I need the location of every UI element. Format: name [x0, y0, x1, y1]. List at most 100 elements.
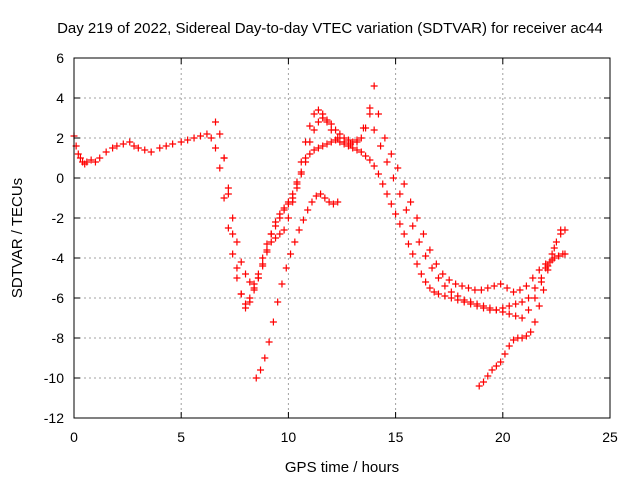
data-point: [439, 270, 447, 278]
data-point: [535, 266, 543, 274]
data-point: [246, 278, 254, 286]
data-point: [259, 254, 267, 262]
data-point: [102, 148, 110, 156]
data-point: [263, 240, 271, 248]
data-point: [284, 214, 292, 222]
data-point: [242, 270, 250, 278]
data-point: [310, 146, 318, 154]
data-point: [220, 194, 228, 202]
data-point: [76, 154, 84, 162]
y-tick-label: -4: [52, 250, 65, 266]
data-point: [432, 260, 440, 268]
data-point: [83, 158, 91, 166]
y-tick-label: 6: [56, 50, 64, 66]
data-point: [366, 156, 374, 164]
data-point: [525, 294, 533, 302]
data-point: [269, 318, 277, 326]
data-point: [387, 200, 395, 208]
data-point: [295, 226, 303, 234]
series-trace-e: [475, 226, 569, 390]
data-point: [91, 158, 99, 166]
data-point: [212, 118, 220, 126]
data-point: [400, 230, 408, 238]
x-axis-label: GPS time / hours: [285, 459, 399, 476]
series-trace-c: [220, 110, 565, 322]
data-point: [336, 130, 344, 138]
data-point: [381, 134, 389, 142]
data-point: [503, 284, 511, 292]
data-point: [263, 246, 271, 254]
data-point: [492, 306, 500, 314]
data-point: [441, 282, 449, 290]
series-trace-b: [212, 82, 569, 312]
y-tick-label: -12: [44, 410, 64, 426]
data-point: [387, 150, 395, 158]
data-point: [224, 190, 232, 198]
data-point: [510, 288, 518, 296]
data-point: [426, 284, 434, 292]
data-point: [544, 266, 552, 274]
data-point: [323, 140, 331, 148]
data-point: [548, 256, 556, 264]
data-point: [392, 210, 400, 218]
x-tick-label: 25: [602, 429, 618, 445]
data-point: [250, 280, 258, 288]
data-point: [306, 150, 314, 158]
data-point: [254, 274, 262, 282]
data-point: [370, 82, 378, 90]
data-point: [280, 226, 288, 234]
data-point: [156, 144, 164, 152]
data-point: [147, 148, 155, 156]
data-point: [267, 230, 275, 238]
x-tick-label: 20: [495, 429, 511, 445]
data-point: [289, 194, 297, 202]
data-point: [497, 358, 505, 366]
data-point: [257, 366, 265, 374]
data-point: [190, 134, 198, 142]
data-point: [314, 106, 322, 114]
data-point: [329, 200, 337, 208]
data-point: [362, 124, 370, 132]
y-tick-label: -2: [52, 210, 65, 226]
data-point: [306, 138, 314, 146]
data-point: [284, 200, 292, 208]
data-point: [242, 304, 250, 312]
data-point: [383, 190, 391, 198]
data-point: [561, 250, 569, 258]
data-point: [299, 216, 307, 224]
data-point: [510, 336, 518, 344]
data-point: [237, 258, 245, 266]
data-point: [480, 378, 488, 386]
data-point: [362, 152, 370, 160]
data-point: [169, 140, 177, 148]
data-point: [464, 284, 472, 292]
data-point: [297, 158, 305, 166]
data-point: [480, 302, 488, 310]
data-point: [319, 114, 327, 122]
data-point: [531, 318, 539, 326]
data-point: [229, 230, 237, 238]
data-point: [233, 264, 241, 272]
data-point: [434, 290, 442, 298]
plot-frame: [73, 57, 611, 419]
data-point: [310, 126, 318, 134]
data-point: [293, 184, 301, 192]
data-point: [196, 132, 204, 140]
data-point: [434, 274, 442, 282]
data-point: [276, 230, 284, 238]
data-point: [308, 198, 316, 206]
data-point: [561, 226, 569, 234]
data-point: [460, 296, 468, 304]
data-point: [525, 306, 533, 314]
data-point: [422, 252, 430, 260]
data-point: [445, 276, 453, 284]
y-tick-label: -6: [52, 290, 65, 306]
data-point: [409, 222, 417, 230]
data-point: [417, 270, 425, 278]
data-point: [216, 130, 224, 138]
data-point: [407, 198, 415, 206]
data-point: [233, 238, 241, 246]
data-point: [400, 180, 408, 188]
